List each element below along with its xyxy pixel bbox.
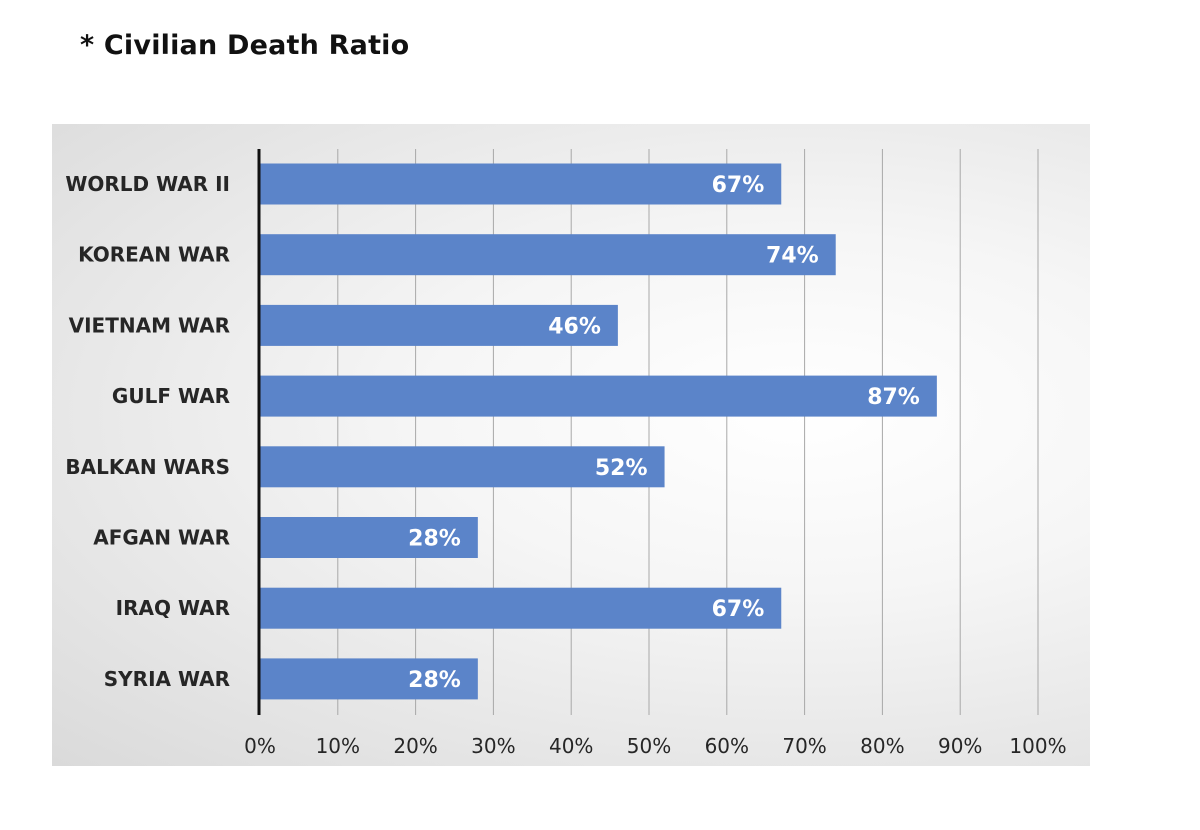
labels: 0% 10% 20% 30% 40% 50% 60% 70% 80% 90% 100% WORLD W… xyxy=(65,172,1066,758)
data-label: 67% xyxy=(712,173,765,198)
bar xyxy=(260,304,618,346)
bars xyxy=(260,163,937,700)
data-label: 28% xyxy=(408,527,461,552)
category-label: WORLD WAR II xyxy=(65,172,230,196)
bar xyxy=(260,446,665,488)
gridlines xyxy=(337,149,1039,715)
bar xyxy=(260,375,937,417)
x-tick-label: 60% xyxy=(705,734,749,758)
x-tick-label: 70% xyxy=(782,734,826,758)
x-tick-label: 20% xyxy=(393,734,437,758)
data-label: 46% xyxy=(548,314,601,339)
x-tick-label: 80% xyxy=(860,734,904,758)
x-tick-label: 50% xyxy=(627,734,671,758)
bar xyxy=(260,163,782,205)
category-label: SYRIA WAR xyxy=(104,667,230,691)
category-label: KOREAN WAR xyxy=(78,243,230,267)
x-tick-label: 0% xyxy=(244,734,276,758)
x-tick-label: 30% xyxy=(471,734,515,758)
category-label: GULF WAR xyxy=(112,384,230,408)
category-label: BALKAN WARS xyxy=(65,455,230,479)
bar xyxy=(260,517,478,558)
data-label: 28% xyxy=(408,668,461,693)
x-tick-label: 100% xyxy=(1009,734,1066,758)
bar-chart: 0% 10% 20% 30% 40% 50% 60% 70% 80% 90% 100% WORLD W… xyxy=(65,149,1067,758)
category-label: AFGAN WAR xyxy=(93,526,230,550)
data-label: 67% xyxy=(712,597,765,622)
data-label: 74% xyxy=(766,244,819,269)
chart-title: * Civilian Death Ratio xyxy=(80,30,410,61)
bar xyxy=(260,587,782,629)
x-tick-label: 90% xyxy=(938,734,982,758)
x-tick-label: 40% xyxy=(549,734,593,758)
category-label: VIETNAM WAR xyxy=(69,313,230,337)
bar xyxy=(260,658,478,700)
data-label: 87% xyxy=(867,385,920,410)
x-tick-label: 10% xyxy=(316,734,360,758)
data-label: 52% xyxy=(595,456,648,481)
category-label: IRAQ WAR xyxy=(116,596,230,620)
bar xyxy=(260,234,836,276)
